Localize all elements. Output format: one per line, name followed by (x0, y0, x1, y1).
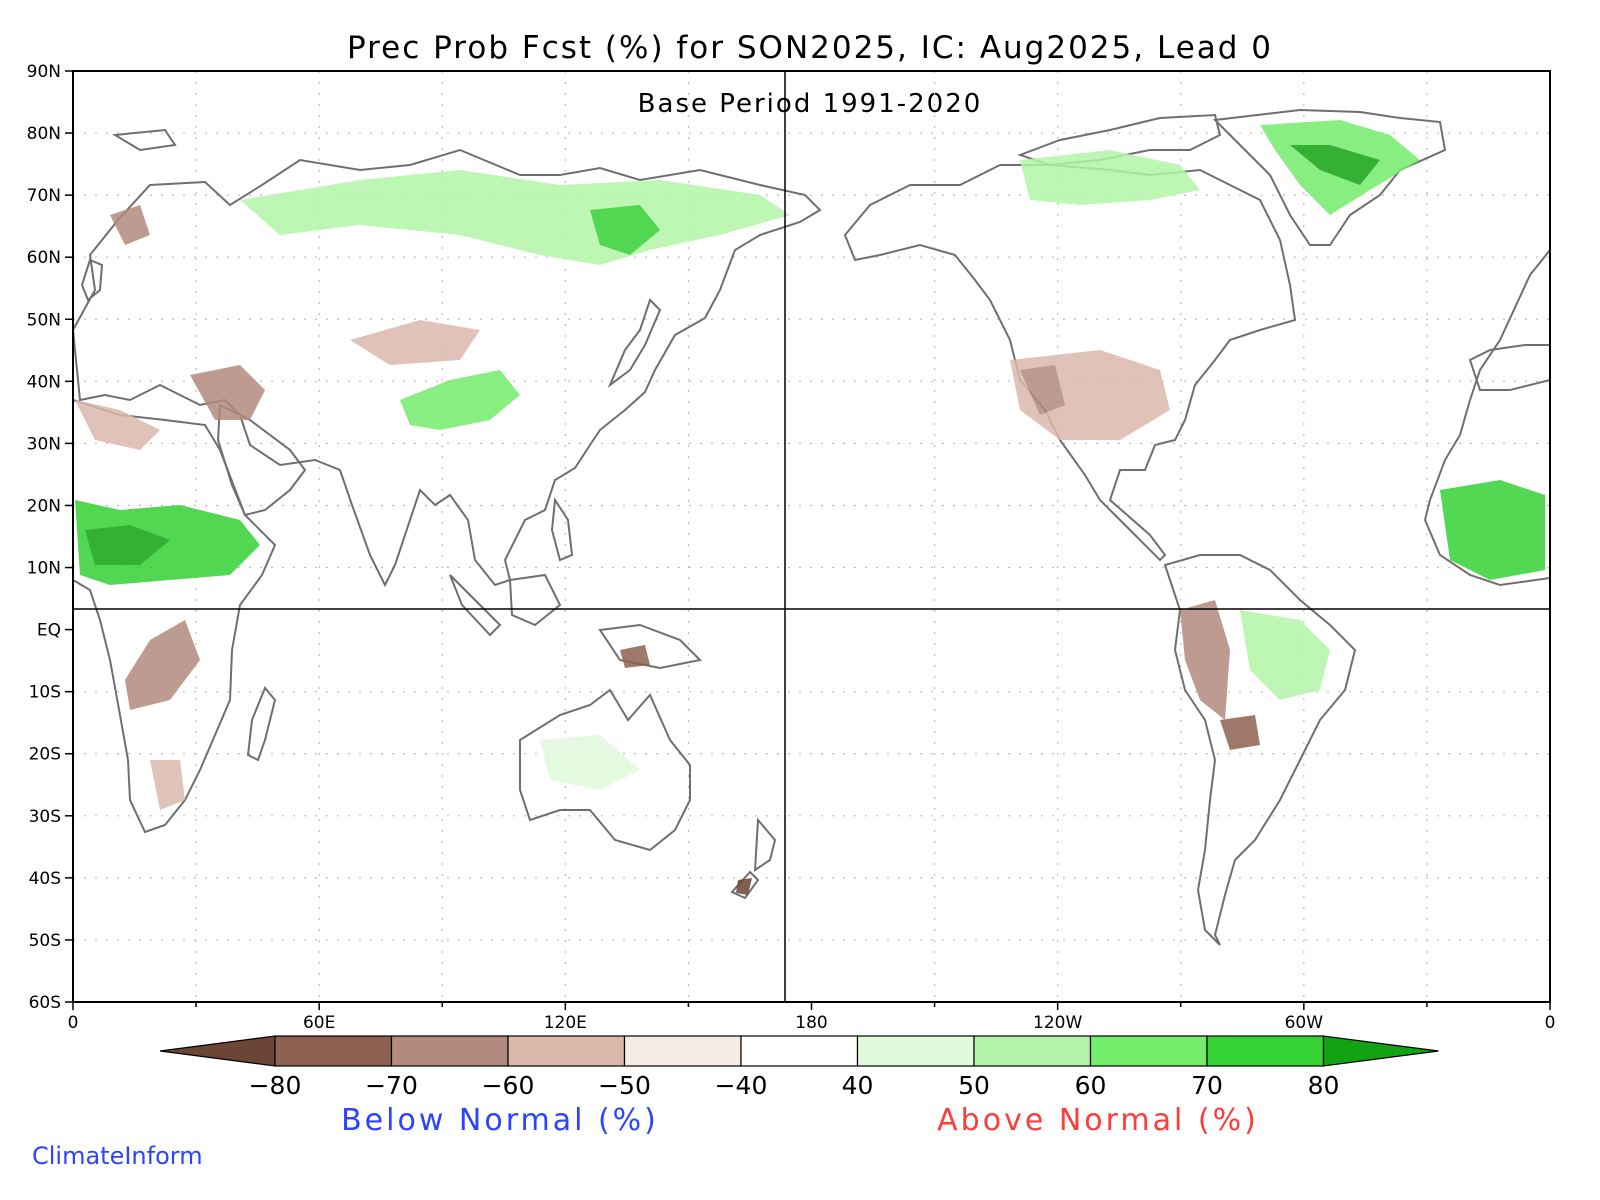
anomaly-below-usa-southwest (1020, 365, 1065, 415)
anomaly-below-bolivia (1220, 715, 1260, 750)
colorbar-left-arrow (159, 1035, 276, 1067)
forecast-anomaly-patches (75, 120, 1545, 895)
lat-tick-label: 10N (27, 559, 61, 579)
madagascar-coastline (246, 686, 277, 762)
colorbar (159, 1035, 1439, 1067)
land-coastlines (73, 108, 1550, 946)
anomaly-below-andes (1180, 600, 1230, 720)
lat-tick-label: 50S (29, 931, 61, 951)
lon-tick-label: 120W (1033, 1013, 1082, 1033)
colorbar-label: 40 (842, 1071, 874, 1100)
lat-tick-label: 80N (27, 124, 61, 144)
latitude-axis: 90N 80N 70N 60N 50N 40N 30N 20N 10N EQ 10S 20S 30S 40… (27, 62, 73, 1013)
iberia-right-coastline (1468, 344, 1550, 391)
anomaly-below-east-africa (125, 620, 200, 710)
lat-tick-label: 40S (29, 869, 61, 889)
new-guinea-coastline (598, 623, 703, 670)
lat-tick-label: 60S (29, 993, 61, 1013)
anomaly-above-canada (1020, 150, 1200, 205)
borneo-coastline (508, 573, 562, 627)
africa-coastline (73, 398, 277, 834)
colorbar-label: 50 (958, 1071, 990, 1100)
lon-tick-label: 0 (68, 1013, 79, 1033)
eurasia-coastline (73, 148, 822, 588)
colorbar-swatch (856, 1035, 975, 1067)
anomaly-below-scandinavia (110, 205, 150, 245)
colorbar-label: 70 (1191, 1071, 1223, 1100)
lon-tick-label: 0 (1545, 1013, 1556, 1033)
lat-tick-label: 50N (27, 310, 61, 330)
longitude-axis: 0 60E 120E 180 120W 60W 0 (68, 1002, 1556, 1033)
anomaly-above-greenland-core (1290, 145, 1380, 185)
lat-tick-label: 30N (27, 434, 61, 454)
lat-tick-label: 20S (29, 745, 61, 765)
colorbar-swatch (274, 1035, 393, 1067)
anomaly-below-north-africa (75, 400, 160, 450)
lon-tick-label: 180 (795, 1013, 827, 1033)
anomaly-below-new-zealand (736, 878, 752, 895)
south-america-coastline (1163, 554, 1357, 946)
anomaly-above-west-africa-core (85, 525, 170, 565)
west-africa-right-coastline (1423, 249, 1550, 587)
colorbar-swatch (1206, 1035, 1325, 1067)
sumatra-coastline (449, 574, 502, 637)
lat-tick-label: EQ (37, 621, 61, 641)
base-period-label: Base Period 1991-2020 (638, 89, 983, 119)
anomaly-above-siberia (240, 170, 790, 265)
greenland-coastline (1212, 108, 1447, 246)
lat-tick-label: 20N (27, 496, 61, 516)
uk-coastline (80, 258, 104, 302)
colorbar-swatch (740, 1035, 859, 1067)
anomaly-above-brazil (1240, 610, 1330, 700)
lat-tick-label: 30S (29, 807, 61, 827)
colorbar-swatch (1089, 1035, 1208, 1067)
anomaly-below-new-guinea (620, 645, 650, 668)
map-title: Prec Prob Fcst (%) for SON2025, IC: Aug2… (347, 30, 1273, 66)
australia-coastline (519, 688, 691, 852)
svalbard-coastline (111, 128, 177, 152)
arabia-coastline (216, 403, 307, 517)
anomaly-above-australia (540, 735, 640, 790)
colorbar-label: 60 (1075, 1071, 1107, 1100)
lat-tick-label: 90N (27, 62, 61, 82)
colorbar-labels: −80 −70 −60 −50 −40 40 50 60 70 80 (249, 1071, 1340, 1100)
anomaly-above-siberia-core (590, 205, 660, 255)
japan-coastline (607, 298, 662, 389)
brand-label: ClimateInform (32, 1142, 203, 1170)
lon-tick-label: 60E (303, 1013, 335, 1033)
philippines-coastline (550, 497, 574, 562)
lat-tick-label: 10S (29, 683, 61, 703)
colorbar-swatch (973, 1035, 1092, 1067)
colorbar-label: −80 (249, 1071, 302, 1100)
colorbar-swatch (390, 1035, 509, 1067)
anomaly-above-right-africa (1440, 480, 1545, 580)
colorbar-label: −70 (365, 1071, 418, 1100)
colorbar-swatch (507, 1035, 626, 1067)
above-normal-label: Above Normal (%) (937, 1103, 1259, 1138)
anomaly-above-china (400, 370, 520, 430)
colorbar-label: 80 (1308, 1071, 1340, 1100)
anomaly-below-central-asia (350, 320, 480, 365)
colorbar-right-arrow (1322, 1035, 1439, 1067)
anomaly-below-southern-africa (150, 760, 185, 810)
lat-tick-label: 70N (27, 186, 61, 206)
lat-tick-label: 60N (27, 248, 61, 268)
below-normal-label: Below Normal (%) (341, 1103, 659, 1138)
colorbar-label: −50 (598, 1071, 651, 1100)
map-body (73, 71, 1550, 1002)
lon-tick-label: 60W (1285, 1013, 1324, 1033)
colorbar-swatch (623, 1035, 742, 1067)
lon-tick-label: 120E (544, 1013, 587, 1033)
colorbar-label: −40 (715, 1071, 768, 1100)
lat-tick-label: 40N (27, 372, 61, 392)
anomaly-below-middle-east (190, 365, 265, 420)
colorbar-label: −60 (482, 1071, 535, 1100)
